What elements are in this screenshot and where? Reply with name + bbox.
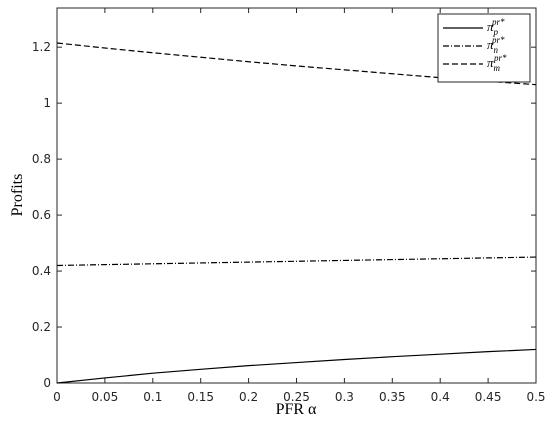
series-line: [56, 256, 537, 267]
legend-symbol: π: [487, 55, 494, 70]
legend-subscript: m: [494, 63, 501, 73]
x-tick-label: 0.3: [335, 390, 354, 404]
x-tick-label: 0.2: [239, 390, 258, 404]
plot-frame: [56, 7, 537, 384]
legend-label: πppr*: [487, 17, 505, 37]
y-axis-label: Profits: [9, 174, 26, 217]
legend-superscript: pr*: [491, 17, 505, 27]
y-tick-label: 0: [43, 376, 51, 390]
legend-label: πmpr*: [487, 53, 507, 73]
y-tick-label: 1: [43, 96, 51, 110]
x-axis-label: PFR α: [276, 401, 317, 418]
y-tick-label: 1.2: [32, 40, 51, 54]
x-tick-label: 0.15: [187, 390, 214, 404]
y-tick-label: 0.4: [32, 264, 51, 278]
x-tick-label: 0.4: [431, 390, 450, 404]
y-tick-label: 0.2: [32, 320, 51, 334]
x-tick-label: 0: [53, 390, 61, 404]
series-line: [56, 348, 537, 384]
legend-subscript: p: [493, 27, 499, 37]
legend-symbol: π: [487, 19, 494, 34]
legend: πppr*πnpr*πmpr*: [437, 13, 531, 83]
y-tick-label: 0.6: [32, 208, 51, 222]
x-tick-label: 0.45: [475, 390, 502, 404]
x-tick-label: 0.05: [92, 390, 119, 404]
legend-symbol: π: [487, 37, 494, 52]
legend-label: πnpr*: [487, 35, 505, 55]
legend-superscript: pr*: [493, 53, 507, 63]
x-tick-label: 0.5: [526, 390, 545, 404]
y-tick-label: 0.8: [32, 152, 51, 166]
x-tick-label: 0.1: [143, 390, 162, 404]
legend-subscript: n: [494, 45, 499, 55]
x-tick-label: 0.25: [283, 390, 310, 404]
legend-box: [437, 13, 531, 83]
legend-superscript: pr*: [491, 35, 505, 45]
x-tick-label: 0.35: [379, 390, 406, 404]
